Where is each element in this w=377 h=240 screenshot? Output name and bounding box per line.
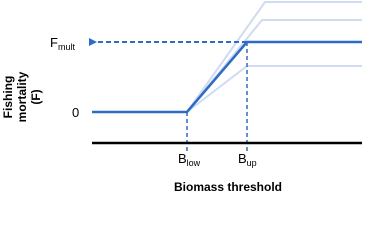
y-axis-title: Fishing mortality (F) (1, 71, 43, 122)
label-sub: mult (58, 42, 76, 52)
zero-label: 0 (72, 105, 79, 120)
label-main: B (238, 151, 247, 166)
alt-rule (186, 0, 362, 113)
y-title-line: (F) (29, 89, 43, 104)
y-title-line: mortality (15, 71, 29, 122)
b-up-label: Bup (238, 151, 257, 168)
alt-rule (186, 65, 362, 113)
label-sub: up (247, 158, 257, 168)
f-mult-label: Fmult (50, 35, 75, 52)
y-title-line: Fishing (1, 76, 15, 119)
label-main: B (178, 151, 187, 166)
x-axis-title: Biomass threshold (174, 180, 282, 194)
label-sub: low (187, 158, 201, 168)
control-rule (92, 40, 362, 114)
b-low-label: Blow (178, 151, 201, 168)
label-main: F (50, 35, 58, 50)
diagram: Fmult 0 Blow Bup Fishing mortality (F) B… (1, 0, 362, 194)
